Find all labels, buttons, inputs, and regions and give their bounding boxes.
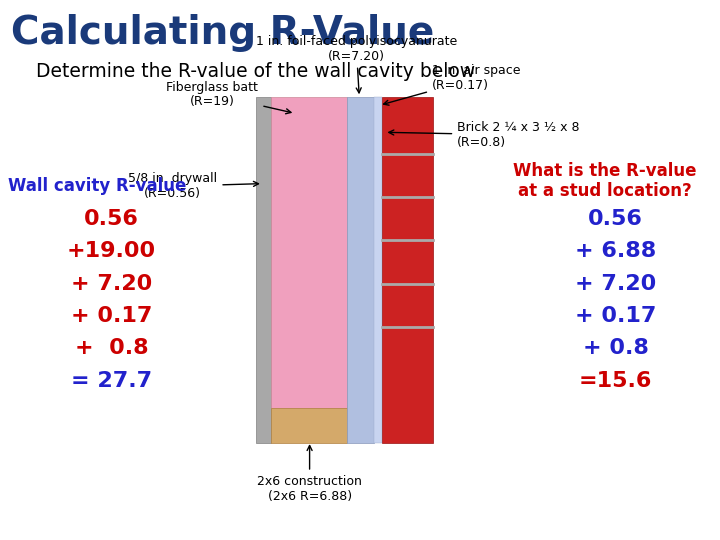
- Text: + 7.20: + 7.20: [575, 273, 656, 294]
- Text: +19.00: +19.00: [67, 241, 156, 261]
- Text: +  0.8: + 0.8: [75, 338, 148, 359]
- Text: Fiberglass batt
(R=19): Fiberglass batt (R=19): [166, 80, 291, 114]
- Text: Calculating R-Value: Calculating R-Value: [11, 14, 434, 51]
- Text: 0.56: 0.56: [588, 208, 643, 229]
- Bar: [382, 97, 433, 443]
- Text: + 0.17: + 0.17: [71, 306, 153, 326]
- Text: + 7.20: + 7.20: [71, 273, 152, 294]
- Bar: [256, 97, 271, 443]
- Bar: [271, 408, 347, 443]
- Text: Brick 2 ¼ x 3 ½ x 8
(R=0.8): Brick 2 ¼ x 3 ½ x 8 (R=0.8): [389, 121, 580, 149]
- Text: 1 in. foil-faced polyisocyanurate
(R=7.20): 1 in. foil-faced polyisocyanurate (R=7.2…: [256, 35, 457, 93]
- Text: + 6.88: + 6.88: [575, 241, 656, 261]
- Text: 0.56: 0.56: [84, 208, 139, 229]
- Bar: [271, 97, 347, 408]
- Text: 1 in. air space
(R=0.17): 1 in. air space (R=0.17): [384, 64, 521, 105]
- Text: What is the R-value
at a stud location?: What is the R-value at a stud location?: [513, 161, 696, 200]
- Text: + 0.17: + 0.17: [575, 306, 657, 326]
- Text: 5/8 in. drywall
(R=0.56): 5/8 in. drywall (R=0.56): [128, 172, 258, 200]
- Text: 2x6 construction
(2x6 R=6.88): 2x6 construction (2x6 R=6.88): [257, 446, 362, 503]
- Text: Wall cavity R-value: Wall cavity R-value: [8, 177, 186, 195]
- Text: =15.6: =15.6: [579, 370, 652, 391]
- Text: = 27.7: = 27.7: [71, 370, 152, 391]
- Text: + 0.8: + 0.8: [582, 338, 649, 359]
- Bar: [347, 97, 374, 443]
- Text: Determine the R-value of the wall cavity below: Determine the R-value of the wall cavity…: [36, 62, 475, 81]
- Bar: [374, 97, 382, 443]
